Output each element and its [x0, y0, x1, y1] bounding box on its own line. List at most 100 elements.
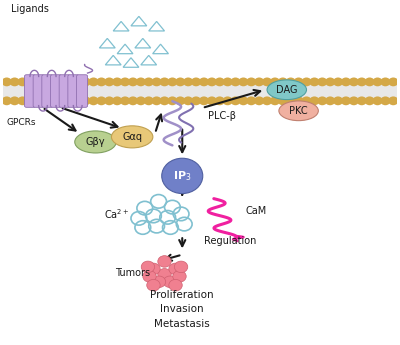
- Circle shape: [17, 97, 28, 105]
- Text: PLC-β: PLC-β: [208, 111, 236, 121]
- Bar: [3, 83, 397, 99]
- Circle shape: [72, 97, 83, 105]
- Text: DAG: DAG: [276, 85, 298, 95]
- Circle shape: [2, 78, 12, 86]
- Circle shape: [88, 78, 99, 86]
- Circle shape: [80, 78, 91, 86]
- Circle shape: [341, 78, 351, 86]
- Circle shape: [141, 261, 155, 273]
- Circle shape: [72, 78, 83, 86]
- Text: Metastasis: Metastasis: [154, 318, 210, 328]
- Text: Ligands: Ligands: [11, 4, 48, 14]
- Circle shape: [25, 97, 36, 105]
- Circle shape: [173, 270, 186, 282]
- Circle shape: [10, 78, 20, 86]
- Circle shape: [174, 261, 188, 273]
- Circle shape: [222, 97, 233, 105]
- Circle shape: [262, 78, 272, 86]
- Text: CaM: CaM: [245, 206, 267, 216]
- Circle shape: [147, 279, 160, 291]
- Circle shape: [349, 97, 359, 105]
- FancyBboxPatch shape: [42, 75, 53, 107]
- Circle shape: [143, 270, 156, 282]
- Ellipse shape: [75, 131, 116, 153]
- Text: Invasion: Invasion: [160, 304, 204, 314]
- Circle shape: [191, 97, 201, 105]
- Circle shape: [246, 97, 256, 105]
- Circle shape: [207, 97, 217, 105]
- Circle shape: [278, 97, 288, 105]
- Text: IP$_3$: IP$_3$: [173, 169, 192, 183]
- Circle shape: [278, 78, 288, 86]
- Circle shape: [167, 97, 178, 105]
- Circle shape: [88, 97, 99, 105]
- Ellipse shape: [279, 101, 318, 121]
- Text: Tumors: Tumors: [115, 268, 150, 278]
- Circle shape: [380, 78, 390, 86]
- Text: Regulation: Regulation: [204, 236, 256, 246]
- Circle shape: [152, 97, 162, 105]
- Circle shape: [128, 97, 138, 105]
- Circle shape: [270, 97, 280, 105]
- Circle shape: [388, 78, 398, 86]
- Circle shape: [80, 97, 91, 105]
- Text: Proliferation: Proliferation: [150, 290, 214, 300]
- Circle shape: [349, 78, 359, 86]
- Circle shape: [214, 78, 225, 86]
- Circle shape: [152, 276, 166, 288]
- Circle shape: [159, 78, 170, 86]
- Text: Ca$^{2+}$: Ca$^{2+}$: [104, 207, 130, 221]
- Circle shape: [65, 97, 75, 105]
- Circle shape: [356, 78, 367, 86]
- Circle shape: [136, 78, 146, 86]
- Circle shape: [49, 78, 59, 86]
- Circle shape: [104, 78, 114, 86]
- Circle shape: [238, 97, 248, 105]
- Circle shape: [96, 78, 106, 86]
- Circle shape: [33, 97, 44, 105]
- Text: GPCRs: GPCRs: [7, 118, 36, 127]
- Circle shape: [158, 256, 171, 267]
- Ellipse shape: [267, 80, 306, 100]
- Circle shape: [144, 78, 154, 86]
- Circle shape: [317, 97, 328, 105]
- Text: PKC: PKC: [289, 106, 308, 116]
- Circle shape: [152, 78, 162, 86]
- Circle shape: [162, 158, 203, 194]
- Circle shape: [333, 78, 343, 86]
- Circle shape: [163, 276, 177, 288]
- Circle shape: [254, 78, 264, 86]
- Circle shape: [167, 78, 178, 86]
- Circle shape: [183, 78, 193, 86]
- Circle shape: [112, 97, 122, 105]
- Circle shape: [222, 78, 233, 86]
- Text: Gβγ: Gβγ: [86, 137, 105, 147]
- Circle shape: [246, 78, 256, 86]
- Circle shape: [388, 97, 398, 105]
- Circle shape: [309, 78, 320, 86]
- Circle shape: [158, 268, 171, 280]
- Circle shape: [309, 97, 320, 105]
- Circle shape: [57, 97, 67, 105]
- Circle shape: [372, 97, 383, 105]
- Circle shape: [325, 78, 335, 86]
- Circle shape: [112, 78, 122, 86]
- Circle shape: [57, 78, 67, 86]
- Circle shape: [147, 263, 160, 275]
- Text: Gαq: Gαq: [122, 132, 142, 142]
- Circle shape: [25, 78, 36, 86]
- Circle shape: [169, 279, 182, 291]
- Circle shape: [325, 97, 335, 105]
- Circle shape: [317, 78, 328, 86]
- Circle shape: [120, 97, 130, 105]
- Circle shape: [10, 97, 20, 105]
- Circle shape: [230, 97, 241, 105]
- Circle shape: [183, 97, 193, 105]
- Circle shape: [254, 97, 264, 105]
- Circle shape: [136, 97, 146, 105]
- Circle shape: [238, 78, 248, 86]
- FancyBboxPatch shape: [68, 75, 79, 107]
- Circle shape: [41, 97, 51, 105]
- Circle shape: [333, 97, 343, 105]
- FancyBboxPatch shape: [33, 75, 44, 107]
